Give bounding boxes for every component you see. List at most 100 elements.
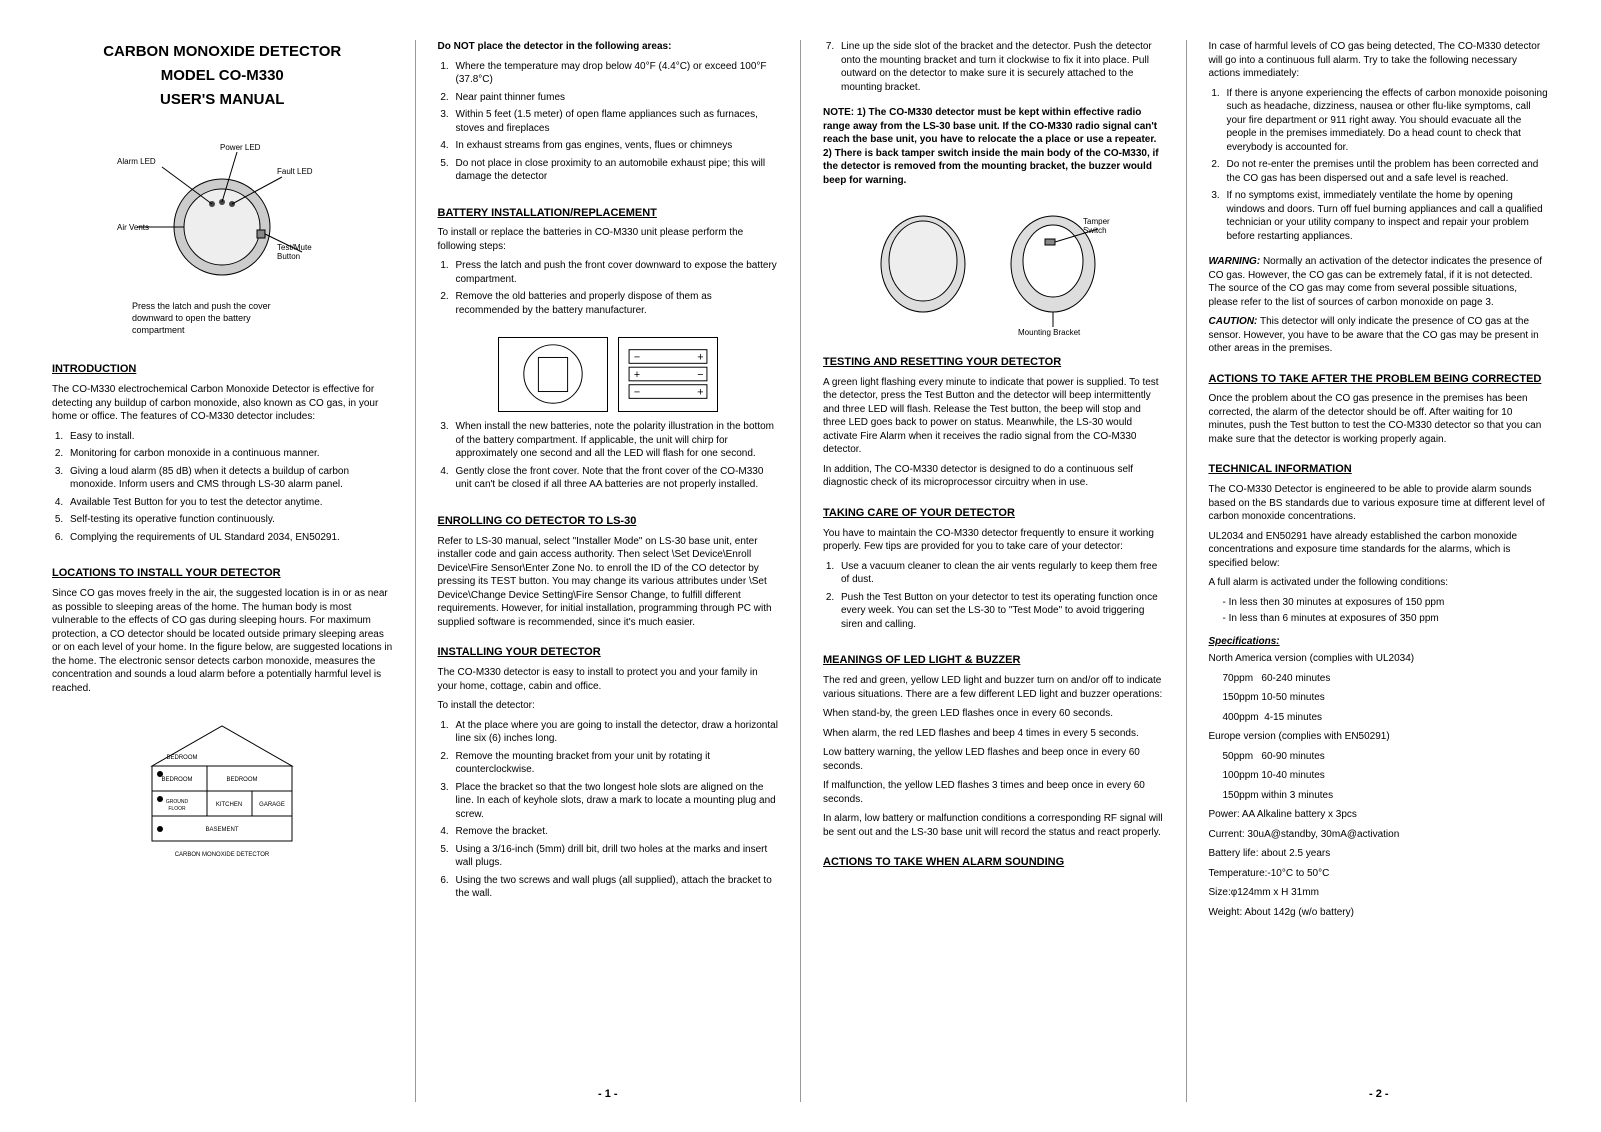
diagram-note: Press the latch and push the cover downw… xyxy=(132,300,272,336)
detector-diagram: Power LED Alarm LED Fault LED Air Vents … xyxy=(117,142,327,292)
install-list: At the place where you are going to inst… xyxy=(452,719,779,905)
specs-heading: Specifications: xyxy=(1209,635,1550,649)
intro-item: Easy to install. xyxy=(66,430,393,444)
meanings-p2: When stand-by, the green LED flashes onc… xyxy=(823,707,1164,721)
battery-diagrams: + − + − + − xyxy=(438,337,779,412)
svg-text:CARBON MONOXIDE DETECTOR: CARBON MONOXIDE DETECTOR xyxy=(175,852,270,858)
donot-item: Near paint thinner fumes xyxy=(452,91,779,105)
donot-item: In exhaust streams from gas engines, ven… xyxy=(452,139,779,153)
svg-text:Tamper: Tamper xyxy=(1083,217,1110,226)
svg-text:BEDROOM: BEDROOM xyxy=(162,777,193,783)
specs-life: Battery life: about 2.5 years xyxy=(1209,847,1550,861)
svg-text:Switch: Switch xyxy=(1083,226,1107,235)
specs-power: Power: AA Alkaline battery x 3pcs xyxy=(1209,808,1550,822)
locations-p1: Since CO gas moves freely in the air, th… xyxy=(52,587,393,695)
tech-p1: The CO-M330 Detector is engineered to be… xyxy=(1209,483,1550,524)
meanings-p1: The red and green, yellow LED light and … xyxy=(823,674,1164,701)
battery-step: When install the new batteries, note the… xyxy=(452,420,779,461)
column-2: Do NOT place the detector in the followi… xyxy=(415,40,801,1102)
battery-list-b: When install the new batteries, note the… xyxy=(452,420,779,496)
specs-eu2: 100ppm 10-40 minutes xyxy=(1223,769,1550,783)
specs-na2: 150ppm 10-50 minutes xyxy=(1223,691,1550,705)
donot-item: Do not place in close proximity to an au… xyxy=(452,157,779,184)
house-diagram: BEDROOM BEDROOM BEDROOM GROUND FLOOR KIT… xyxy=(122,711,322,861)
donot-list: Where the temperature may drop below 40°… xyxy=(452,60,779,188)
donot-lead: Do NOT place the detector in the followi… xyxy=(438,40,779,54)
battery-step: Remove the old batteries and properly di… xyxy=(452,290,779,317)
specs-eu3: 150ppm within 3 minutes xyxy=(1223,789,1550,803)
svg-text:GROUND: GROUND xyxy=(166,799,189,805)
tech-conditions: In less then 30 minutes at exposures of … xyxy=(1223,596,1550,629)
intro-item: Complying the requirements of UL Standar… xyxy=(66,531,393,545)
specs-na: North America version (complies with UL2… xyxy=(1209,652,1550,666)
install-step-7: Line up the side slot of the bracket and… xyxy=(837,40,1164,94)
testing-p1: A green light flashing every minute to i… xyxy=(823,376,1164,457)
specs-temp: Temperature:-10°C to 50°C xyxy=(1209,867,1550,881)
svg-text:−: − xyxy=(697,369,703,381)
intro-list: Easy to install. Monitoring for carbon m… xyxy=(66,430,393,549)
specs-na3: 400ppm 4-15 minutes xyxy=(1223,711,1550,725)
care-heading: TAKING CARE OF YOUR DETECTOR xyxy=(823,506,1164,521)
warning-note: WARNING: Normally an activation of the d… xyxy=(1209,255,1550,309)
meanings-p6: In alarm, low battery or malfunction con… xyxy=(823,812,1164,839)
svg-text:Air Vents: Air Vents xyxy=(117,223,149,232)
meanings-p3: When alarm, the red LED flashes and beep… xyxy=(823,727,1164,741)
care-item: Push the Test Button on your detector to… xyxy=(837,591,1164,632)
battery-step: Gently close the front cover. Note that … xyxy=(452,465,779,492)
svg-text:Test/Mute: Test/Mute xyxy=(277,243,312,252)
tech-cond: In less then 30 minutes at exposures of … xyxy=(1223,596,1550,610)
svg-text:Alarm LED: Alarm LED xyxy=(117,157,156,166)
specs-eu1: 50ppm 60-90 minutes xyxy=(1223,750,1550,764)
install-item: Remove the mounting bracket from your un… xyxy=(452,750,779,777)
specs-size: Size:φ124mm x H 31mm xyxy=(1209,886,1550,900)
enroll-p1: Refer to LS-30 manual, select "Installer… xyxy=(438,535,779,630)
battery-heading: BATTERY INSTALLATION/REPLACEMENT xyxy=(438,206,779,221)
page-container: CARBON MONOXIDE DETECTOR MODEL CO-M330 U… xyxy=(0,0,1601,1132)
intro-item: Self-testing its operative function cont… xyxy=(66,513,393,527)
column-1: CARBON MONOXIDE DETECTOR MODEL CO-M330 U… xyxy=(30,40,415,1102)
install-list-cont: Line up the side slot of the bracket and… xyxy=(837,40,1164,98)
alarm-list: If there is anyone experiencing the effe… xyxy=(1223,87,1550,248)
svg-text:BEDROOM: BEDROOM xyxy=(227,777,258,783)
care-list: Use a vacuum cleaner to clean the air ve… xyxy=(837,560,1164,636)
install-item: Place the bracket so that the two longes… xyxy=(452,781,779,822)
tech-heading: TECHNICAL INFORMATION xyxy=(1209,462,1550,477)
battery-step: Press the latch and push the front cover… xyxy=(452,259,779,286)
caution-text: This detector will only indicate the pre… xyxy=(1209,316,1539,354)
svg-text:−: − xyxy=(634,387,640,399)
battery-p1: To install or replace the batteries in C… xyxy=(438,226,779,253)
caution-note: CAUTION: This detector will only indicat… xyxy=(1209,315,1550,356)
meanings-p5: If malfunction, the yellow LED flashes 3… xyxy=(823,779,1164,806)
intro-item: Monitoring for carbon monoxide in a cont… xyxy=(66,447,393,461)
intro-item: Giving a loud alarm (85 dB) when it dete… xyxy=(66,465,393,492)
svg-text:Button: Button xyxy=(277,252,300,261)
specs-na1: 70ppm 60-240 minutes xyxy=(1223,672,1550,686)
battery-list-a: Press the latch and push the front cover… xyxy=(452,259,779,321)
care-item: Use a vacuum cleaner to clean the air ve… xyxy=(837,560,1164,587)
specs-current: Current: 30uA@standby, 30mA@activation xyxy=(1209,828,1550,842)
corrected-p1: Once the problem about the CO gas presen… xyxy=(1209,392,1550,446)
svg-text:Power LED: Power LED xyxy=(220,143,261,152)
locations-heading: LOCATIONS TO INSTALL YOUR DETECTOR xyxy=(52,566,393,581)
page-number-1: - 1 - xyxy=(438,1087,779,1102)
install-heading: INSTALLING YOUR DETECTOR xyxy=(438,645,779,660)
install-item: Remove the bracket. xyxy=(452,825,779,839)
enroll-heading: ENROLLING CO DETECTOR TO LS-30 xyxy=(438,514,779,529)
tamper-diagram: Tamper Switch Mounting Bracket xyxy=(853,199,1133,339)
specs-eu: Europe version (complies with EN50291) xyxy=(1209,730,1550,744)
install-note: NOTE: 1) The CO-M330 detector must be ke… xyxy=(823,106,1164,187)
intro-p1: The CO-M330 electrochemical Carbon Monox… xyxy=(52,383,393,424)
svg-text:Fault LED: Fault LED xyxy=(277,167,313,176)
alarm-item: If there is anyone experiencing the effe… xyxy=(1223,87,1550,155)
svg-text:Mounting Bracket: Mounting Bracket xyxy=(1018,328,1081,337)
svg-text:FLOOR: FLOOR xyxy=(169,806,187,812)
meanings-p4: Low battery warning, the yellow LED flas… xyxy=(823,746,1164,773)
actions-alarm-heading: ACTIONS TO TAKE WHEN ALARM SOUNDING xyxy=(823,855,1164,870)
testing-p2: In addition, The CO-M330 detector is des… xyxy=(823,463,1164,490)
install-p2: To install the detector: xyxy=(438,699,779,713)
svg-text:+: + xyxy=(697,387,703,399)
install-item: Using the two screws and wall plugs (all… xyxy=(452,874,779,901)
tech-p2: UL2034 and EN50291 have already establis… xyxy=(1209,530,1550,571)
specs-weight: Weight: About 142g (w/o battery) xyxy=(1209,906,1550,920)
intro-item: Available Test Button for you to test th… xyxy=(66,496,393,510)
